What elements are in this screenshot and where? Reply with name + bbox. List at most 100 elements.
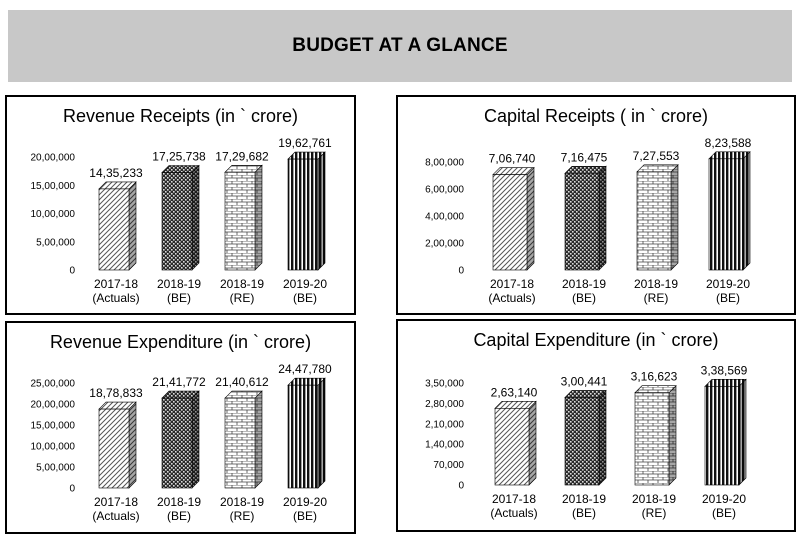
y-tick-label: 70,000 [433, 460, 464, 471]
bar [708, 151, 751, 271]
page-banner: BUDGET AT A GLANCE [8, 10, 792, 82]
y-tick-label: 0 [69, 484, 75, 495]
bar [161, 390, 200, 489]
y-tick-label: 20,00,000 [31, 400, 76, 411]
bar-top [287, 377, 326, 386]
y-tick-label: 0 [69, 266, 75, 277]
x-tick-label: 2017-18 [490, 277, 534, 291]
chart-title: Capital Expenditure (in ` crore) [473, 330, 719, 350]
bar-front [161, 172, 193, 271]
y-tick-label: 2,10,000 [425, 419, 464, 430]
bar-front [636, 171, 672, 271]
x-tick-label: (BE) [716, 291, 740, 305]
data-label: 18,78,833 [89, 386, 143, 400]
chart-panel-revenue-receipts: Revenue Receipts (in ` crore) 0 5,00,000 1… [5, 95, 356, 315]
x-tick-label: 2018-19 [632, 492, 676, 506]
x-tick-label: 2019-20 [702, 492, 746, 506]
chart-title: Revenue Receipts (in ` crore) [62, 106, 299, 126]
page-title: BUDGET AT A GLANCE [292, 35, 508, 56]
x-tick-label: (RE) [230, 291, 255, 305]
x-tick-label: (BE) [293, 291, 317, 305]
bar-side-shade [318, 378, 325, 488]
bar [224, 390, 263, 489]
bar [161, 164, 200, 271]
x-tick-label: (BE) [167, 291, 191, 305]
bar-top [704, 379, 747, 387]
data-label: 21,41,772 [152, 375, 206, 389]
bar [564, 165, 607, 271]
y-tick-label: 10,00,000 [31, 209, 76, 220]
bar-top [224, 390, 263, 399]
y-tick-label: 3,50,000 [425, 379, 464, 390]
bar [564, 389, 607, 486]
bar [98, 181, 137, 271]
y-tick-label: 2,00,000 [425, 239, 464, 250]
bar-side-shade [671, 164, 678, 270]
bar-top [636, 164, 679, 173]
bar-side-shade [529, 401, 536, 485]
bar-side-shade [129, 402, 136, 488]
bar-front [98, 188, 130, 271]
y-tick-label: 10,00,000 [31, 442, 76, 453]
data-label: 3,00,441 [561, 374, 608, 388]
bar-front [634, 392, 670, 486]
x-tick-label: 2019-20 [283, 277, 327, 291]
bar-top [287, 151, 326, 160]
data-label: 8,23,588 [705, 136, 752, 150]
y-tick-label: 6,00,000 [425, 185, 464, 196]
x-tick-label: 2018-19 [220, 277, 264, 291]
x-tick-label: 2018-19 [157, 277, 201, 291]
x-tick-label: 2018-19 [562, 277, 606, 291]
x-tick-label: (BE) [293, 509, 317, 523]
bar-side-shade [129, 181, 136, 270]
y-tick-label: 2,80,000 [425, 399, 464, 410]
bar-side-shade [527, 167, 534, 270]
bar-front [161, 397, 193, 489]
bar-front [704, 386, 740, 486]
x-tick-label: (BE) [167, 509, 191, 523]
bar-top [161, 165, 200, 173]
bar [287, 377, 326, 489]
bar-side-shade [192, 391, 199, 488]
bar-side-shade [255, 391, 262, 488]
data-label: 7,16,475 [561, 150, 608, 164]
data-label: 19,62,761 [278, 136, 332, 150]
x-tick-label: (RE) [644, 291, 669, 305]
bar-top [564, 165, 607, 174]
chart-panel-capital-expenditure: Capital Expenditure (in ` crore) 0 70,000… [396, 319, 796, 532]
x-tick-label: (RE) [230, 509, 255, 523]
bar-front [564, 397, 600, 486]
data-label: 14,35,233 [89, 166, 143, 180]
bar-top [492, 167, 535, 175]
bar [224, 164, 263, 271]
bar-top [708, 151, 751, 160]
chart-title: Revenue Expenditure (in ` crore) [49, 332, 312, 352]
bar [492, 166, 535, 271]
y-tick-label: 5,00,000 [36, 237, 75, 248]
x-tick-label: (BE) [712, 506, 736, 520]
x-tick-label: 2018-19 [220, 495, 264, 509]
x-tick-label: (RE) [642, 506, 667, 520]
y-tick-label: 5,00,000 [36, 463, 75, 474]
y-tick-label: 8,00,000 [425, 158, 464, 169]
x-tick-label: 2019-20 [706, 277, 750, 291]
y-tick-label: 4,00,000 [425, 212, 464, 223]
x-tick-label: 2017-18 [94, 277, 138, 291]
chart-svg: 0 70,000 1,40,000 2,10,000 2,80,000 3,50,000 2… [425, 363, 748, 520]
bar-top [224, 164, 263, 173]
y-tick-label: 15,00,000 [31, 421, 76, 432]
data-label: 2,63,140 [491, 385, 538, 399]
y-tick-label: 1,40,000 [425, 440, 464, 451]
bar-top [634, 385, 677, 394]
bar-top [564, 390, 607, 398]
bar-front [287, 384, 319, 489]
bar-side-shade [599, 166, 606, 270]
x-tick-label: (BE) [572, 506, 596, 520]
bar [636, 164, 679, 271]
bar [287, 151, 326, 271]
x-tick-label: (BE) [572, 291, 596, 305]
chart-svg: 0 5,00,000 10,00,000 15,00,000 20,00,000 25,0… [31, 362, 333, 523]
data-label: 3,16,623 [631, 370, 678, 384]
x-tick-label: (Actuals) [490, 506, 537, 520]
chart-panel-revenue-expenditure: Revenue Expenditure (in ` crore) 0 5,00,0… [5, 321, 356, 534]
